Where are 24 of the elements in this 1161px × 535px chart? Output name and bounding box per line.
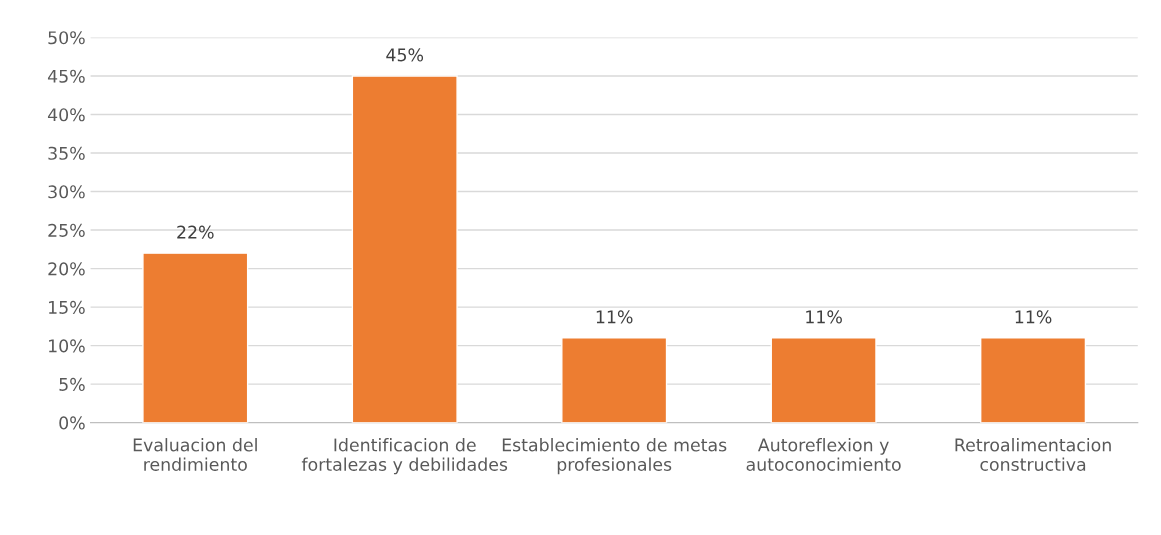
bar xyxy=(351,75,458,423)
y-tick-label: 20% xyxy=(48,262,85,276)
y-tick-label: 50% xyxy=(48,31,85,45)
bar xyxy=(770,337,877,423)
bar xyxy=(980,337,1087,423)
y-tick-label: 25% xyxy=(48,223,85,237)
x-tick-label: Retroalimentacion constructiva xyxy=(955,438,1111,471)
bar xyxy=(561,337,668,423)
y-tick-label: 30% xyxy=(48,185,85,199)
y-tick-label: 15% xyxy=(49,300,85,314)
data-label: 11% xyxy=(806,310,842,324)
data-label: 45% xyxy=(386,48,424,62)
y-tick-label: 5% xyxy=(59,377,85,391)
x-tick-label: Autoreflexion y autoconocimiento xyxy=(746,438,901,471)
y-tick-label: 40% xyxy=(47,108,85,122)
y-tick-label: 0% xyxy=(59,416,85,430)
y-tick-label: 10% xyxy=(49,339,85,353)
x-tick-label: Evaluacion del rendimiento xyxy=(133,438,257,471)
y-tick-label: 35% xyxy=(48,146,85,160)
y-tick-label: 45% xyxy=(47,69,85,83)
bar xyxy=(142,252,249,423)
data-label: 22% xyxy=(177,225,214,239)
data-label: 11% xyxy=(596,310,633,324)
data-label: 11% xyxy=(1015,310,1052,324)
